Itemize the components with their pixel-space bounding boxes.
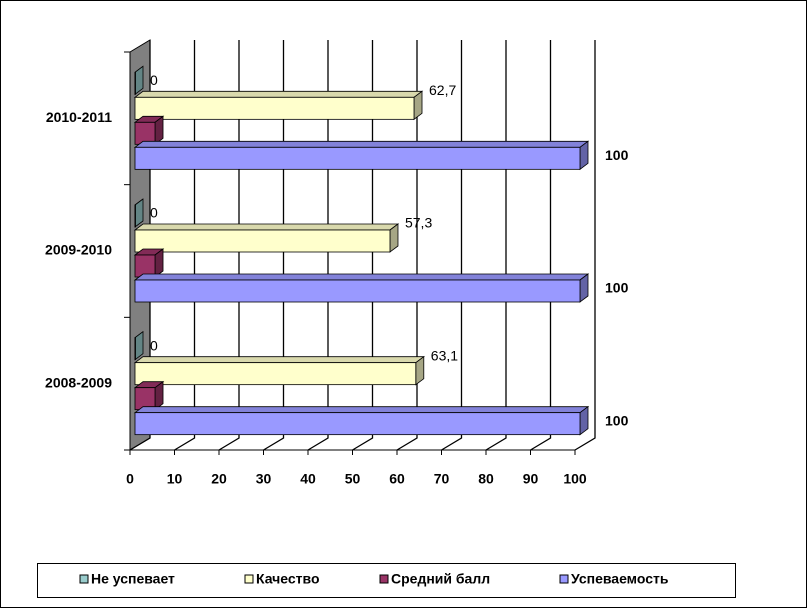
y-tick-label: 2010-2011	[46, 109, 112, 125]
legend-label: Качество	[256, 571, 320, 587]
data-label: 100	[605, 147, 629, 163]
bar	[133, 248, 165, 278]
bar-top	[133, 273, 590, 281]
bar-front	[134, 229, 391, 253]
legend-swatch	[79, 574, 89, 584]
bar-top	[133, 223, 400, 231]
x-tick-label: 60	[389, 471, 405, 487]
grid-line	[263, 40, 285, 451]
legend-label: Средний балл	[391, 571, 490, 587]
bar	[134, 65, 144, 96]
bar	[134, 330, 144, 361]
data-label: 57,3	[405, 215, 432, 231]
data-label: 62,7	[429, 82, 456, 98]
y-tick-label: 2009-2010	[45, 242, 112, 258]
bar	[133, 355, 425, 386]
data-label: 100	[605, 280, 629, 296]
bar-front	[134, 71, 136, 95]
bar-front	[134, 362, 417, 386]
data-label: 0	[150, 337, 158, 353]
data-label: 0	[150, 72, 158, 88]
bar-top	[133, 140, 590, 148]
legend-swatch	[244, 574, 254, 584]
grid-line	[307, 40, 329, 451]
bar-front	[134, 337, 136, 361]
data-label: 0	[150, 205, 158, 221]
bar-front	[134, 204, 136, 228]
legend-label: Не успевает	[91, 571, 175, 587]
grid-line	[352, 40, 374, 451]
x-tick-label: 30	[256, 471, 272, 487]
bar-front	[134, 412, 581, 436]
data-label: 63,1	[431, 347, 458, 363]
bar-front	[134, 96, 415, 120]
y-tick-label: 2008-2009	[45, 374, 112, 390]
bar	[133, 115, 165, 146]
x-tick-label: 70	[434, 471, 450, 487]
legend-swatch	[379, 574, 389, 584]
grid-line	[218, 40, 240, 451]
bar-top	[133, 406, 590, 414]
grid-line	[485, 40, 507, 451]
grid-line	[174, 40, 196, 451]
legend-label: Успеваемость	[571, 571, 669, 587]
grid-line	[441, 40, 463, 451]
x-tick-label: 10	[167, 471, 183, 487]
x-tick-label: 80	[478, 471, 494, 487]
grid-line	[129, 40, 151, 451]
bar-top	[133, 90, 424, 98]
bar	[134, 198, 144, 228]
grid-line	[396, 40, 418, 451]
bar-front	[134, 146, 581, 170]
x-tick-label: 20	[211, 471, 227, 487]
bar	[133, 140, 590, 171]
bar-top	[133, 356, 425, 364]
grid-line	[530, 40, 552, 451]
grid-line	[574, 40, 596, 451]
bar-front	[134, 279, 581, 303]
bar	[133, 273, 590, 303]
x-tick-label: 100	[563, 471, 587, 487]
x-tick-label: 40	[300, 471, 316, 487]
bar	[133, 405, 590, 436]
legend-swatch	[559, 574, 569, 584]
bar	[133, 90, 424, 121]
x-tick-label: 50	[345, 471, 361, 487]
bar	[133, 380, 165, 411]
data-label: 100	[605, 412, 629, 428]
x-tick-label: 90	[523, 471, 539, 487]
bar	[133, 223, 400, 253]
x-tick-label: 0	[126, 471, 134, 487]
